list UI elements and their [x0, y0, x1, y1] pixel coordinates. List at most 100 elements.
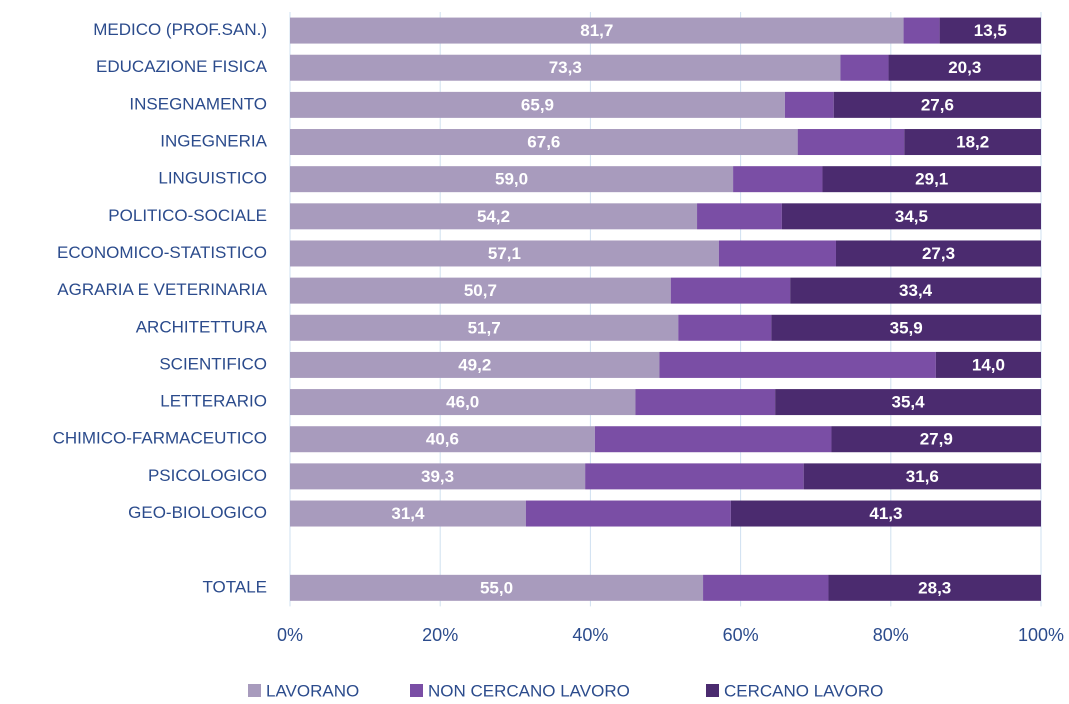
- bar-segment: [835, 240, 1041, 267]
- bar-segment: [828, 574, 1041, 601]
- value-label: 29,1: [915, 170, 948, 189]
- value-label: 33,4: [899, 281, 933, 300]
- bar-segment: [771, 314, 1041, 341]
- value-label: 59,0: [495, 170, 528, 189]
- bar-segment: [594, 426, 832, 453]
- value-label: 35,9: [890, 318, 923, 337]
- legend-label: NON CERCANO LAVORO: [428, 681, 630, 700]
- legend-label: CERCANO LAVORO: [724, 681, 883, 700]
- category-label: EDUCAZIONE FISICA: [96, 57, 268, 76]
- legend-swatch: [410, 684, 423, 697]
- value-label: 51,7: [468, 318, 501, 337]
- bar-segment: [290, 203, 698, 230]
- bar-segment: [718, 240, 836, 267]
- bar-segment: [290, 389, 636, 416]
- bar-segment: [903, 17, 940, 44]
- value-label: 31,4: [391, 504, 425, 523]
- category-label: GEO-BIOLOGICO: [128, 503, 267, 522]
- category-label: MEDICO (PROF.SAN.): [93, 20, 267, 39]
- value-label: 65,9: [521, 95, 554, 114]
- bar-segment: [290, 351, 660, 378]
- x-tick-label: 40%: [572, 625, 608, 645]
- bar-segment: [290, 91, 785, 118]
- value-label: 13,5: [974, 21, 1007, 40]
- value-label: 67,6: [527, 133, 560, 152]
- category-label: ARCHITETTURA: [136, 317, 268, 336]
- bar-segment: [290, 17, 904, 44]
- value-label: 27,9: [920, 430, 953, 449]
- bar-segment: [939, 17, 1041, 44]
- bar-segment: [833, 91, 1041, 118]
- value-label: 40,6: [426, 430, 459, 449]
- bar-segment: [730, 500, 1041, 527]
- bar-segment: [840, 54, 889, 81]
- bar-segment: [585, 463, 804, 490]
- x-tick-label: 60%: [723, 625, 759, 645]
- legend-label: LAVORANO: [266, 681, 359, 700]
- bar-segment: [888, 54, 1041, 81]
- category-label: POLITICO-SOCIALE: [108, 206, 267, 225]
- category-label: CHIMICO-FARMACEUTICO: [53, 429, 267, 448]
- value-label: 57,1: [488, 244, 521, 263]
- legend-swatch: [248, 684, 261, 697]
- bar-segment: [822, 166, 1041, 193]
- bar-segment: [831, 426, 1041, 453]
- x-tick-label: 0%: [277, 625, 303, 645]
- value-label: 49,2: [458, 355, 491, 374]
- value-label: 73,3: [549, 58, 582, 77]
- bar-segment: [733, 166, 823, 193]
- bar-segment: [797, 129, 905, 156]
- bar-segment: [790, 277, 1041, 304]
- category-label: LETTERARIO: [160, 392, 267, 411]
- category-label: LINGUISTICO: [158, 169, 267, 188]
- category-label: ECONOMICO-STATISTICO: [57, 243, 267, 262]
- bar-segment: [697, 203, 782, 230]
- value-label: 50,7: [464, 281, 497, 300]
- bar-segment: [703, 574, 829, 601]
- bar-segment: [803, 463, 1041, 490]
- value-label: 20,3: [948, 58, 981, 77]
- legend-swatch: [706, 684, 719, 697]
- value-label: 55,0: [480, 578, 513, 597]
- bar-segment: [784, 91, 834, 118]
- bar-segment: [290, 426, 595, 453]
- x-tick-label: 80%: [873, 625, 909, 645]
- bar-segment: [781, 203, 1041, 230]
- bar-segment: [290, 574, 704, 601]
- value-label: 41,3: [869, 504, 902, 523]
- bar-segment: [678, 314, 772, 341]
- bar-segment: [659, 351, 936, 378]
- value-label: 46,0: [446, 393, 479, 412]
- bar-segment: [775, 389, 1041, 416]
- value-label: 28,3: [918, 578, 951, 597]
- bar-segment: [904, 129, 1041, 156]
- bar-segment: [290, 277, 671, 304]
- x-tick-label: 20%: [422, 625, 458, 645]
- bar-segment: [290, 500, 526, 527]
- category-label: SCIENTIFICO: [159, 354, 267, 373]
- value-label: 31,6: [906, 467, 939, 486]
- category-label: INGEGNERIA: [160, 132, 267, 151]
- bar-segment: [290, 129, 798, 156]
- bar-segment: [290, 166, 734, 193]
- value-label: 34,5: [895, 207, 928, 226]
- bar-segment: [290, 54, 841, 81]
- bar-segment: [635, 389, 776, 416]
- bar-segment: [290, 240, 719, 267]
- bar-segment: [290, 463, 586, 490]
- bar-segment: [670, 277, 791, 304]
- value-label: 27,3: [922, 244, 955, 263]
- value-label: 27,6: [921, 95, 954, 114]
- category-label: AGRARIA E VETERINARIA: [57, 280, 267, 299]
- bar-segment: [525, 500, 731, 527]
- category-label: TOTALE: [202, 577, 267, 596]
- value-label: 81,7: [580, 21, 613, 40]
- value-label: 35,4: [892, 393, 926, 412]
- x-tick-label: 100%: [1018, 625, 1064, 645]
- value-label: 54,2: [477, 207, 510, 226]
- category-label: INSEGNAMENTO: [129, 94, 267, 113]
- value-label: 14,0: [972, 355, 1005, 374]
- bar-segment: [935, 351, 1041, 378]
- value-label: 39,3: [421, 467, 454, 486]
